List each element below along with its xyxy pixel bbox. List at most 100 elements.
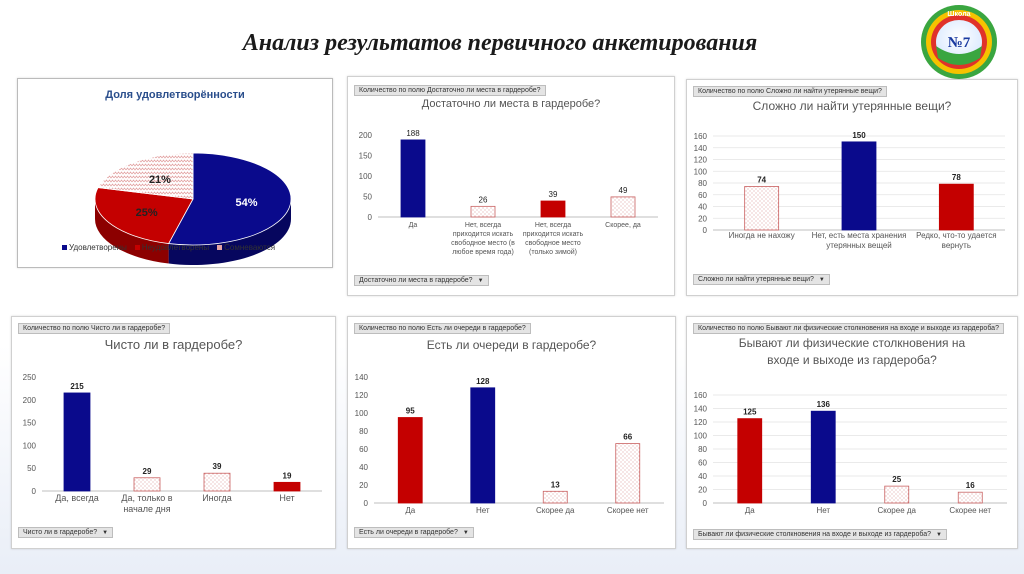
- y-tick-label: 20: [359, 481, 368, 490]
- pie-label-3: 21%: [149, 174, 171, 186]
- data-label: 19: [283, 471, 292, 480]
- x-category-label: Нет, всегда приходится искать свободное ме…: [523, 222, 584, 256]
- y-tick-label: 200: [23, 396, 37, 405]
- y-tick-label: 100: [694, 167, 708, 176]
- bar: [203, 472, 231, 492]
- bar-chart-svg: Бывают ли физические столкновения на вход…: [694, 336, 1007, 515]
- data-label: 26: [479, 195, 488, 204]
- pivot-field-header[interactable]: Количество по полю Есть ли очереди в гар…: [354, 323, 531, 334]
- y-tick-label: 120: [694, 418, 708, 427]
- data-label: 95: [406, 407, 415, 416]
- bar-chart-svg: Достаточно ли места в гардеробе? 0 50 100 15…: [359, 98, 658, 256]
- bar-chart-svg: Чисто ли в гардеробе? 0 50 100 150 200 250 215 Д…: [23, 337, 322, 514]
- chart-title-line: Бывают ли физические столкновения на: [739, 336, 966, 350]
- y-tick-label: 0: [32, 487, 37, 496]
- legend-label: Удовлетворены: [69, 243, 127, 252]
- pivot-field-header[interactable]: Количество по полю Достаточно ли места в…: [354, 85, 546, 96]
- y-tick-label: 120: [355, 391, 369, 400]
- filter-dropdown-label: Чисто ли в гардеробе?: [23, 529, 98, 536]
- pie-slice-side: [95, 199, 169, 264]
- chart-panel-clean: Количество по полю Чисто ли в гардеробе?…: [11, 316, 336, 549]
- data-label: 16: [966, 481, 975, 490]
- bar: [615, 443, 641, 504]
- y-tick-label: 250: [23, 373, 37, 382]
- filter-dropdown[interactable]: Бывают ли физические столкновения на вхо…: [693, 529, 947, 540]
- y-tick-label: 160: [694, 391, 708, 400]
- pie-chart: 54% 25% 21%: [94, 152, 292, 265]
- y-tick-label: 60: [359, 445, 368, 454]
- x-category-label: Скорее нет: [607, 506, 649, 515]
- y-tick-label: 0: [368, 213, 373, 222]
- pie-chart-panel: Доля удовлетворённости 54% 25% 21% Удовлет…: [17, 78, 333, 268]
- pivot-field-header[interactable]: Количество по полю Сложно ли найти утеря…: [693, 86, 887, 97]
- chart-title-line: входе и выходе из гардероба?: [767, 353, 937, 367]
- bar: [610, 196, 636, 218]
- pie-label-1: 54%: [235, 197, 257, 209]
- legend-swatch: [217, 245, 223, 250]
- pie-label-2: 25%: [136, 207, 158, 219]
- data-label: 39: [549, 190, 558, 199]
- chart-title: Сложно ли найти утерянные вещи?: [753, 99, 952, 113]
- bar-chart-svg: Есть ли очереди в гардеробе? 0 20 40 60 80 100…: [355, 338, 664, 515]
- data-label: 49: [619, 186, 628, 195]
- chevron-down-icon[interactable]: ▼: [935, 532, 942, 538]
- filter-dropdown[interactable]: Достаточно ли места в гардеробе? ▼: [354, 275, 489, 286]
- chevron-down-icon[interactable]: ▼: [477, 278, 484, 284]
- legend-swatch: [134, 245, 140, 250]
- legend-label: Сомневаются: [224, 243, 276, 252]
- y-tick-label: 200: [359, 131, 373, 140]
- y-tick-label: 40: [698, 203, 707, 212]
- filter-dropdown-label: Сложно ли найти утерянные вещи?: [698, 276, 814, 283]
- bar: [470, 205, 496, 218]
- bar: [400, 139, 426, 218]
- pie-title: Доля удовлетворённости: [105, 89, 245, 101]
- y-tick-label: 80: [698, 179, 707, 188]
- y-tick-label: 120: [694, 156, 708, 165]
- pie-slice-1: [167, 152, 292, 246]
- y-tick-label: 100: [694, 432, 708, 441]
- legend-item: Удовлетворены: [62, 243, 127, 252]
- y-tick-label: 140: [694, 144, 708, 153]
- data-label: 39: [213, 462, 222, 471]
- bar: [540, 200, 566, 218]
- bar: [957, 491, 983, 504]
- filter-dropdown[interactable]: Чисто ли в гардеробе? ▼: [18, 527, 114, 538]
- pie-slice-2: [94, 187, 194, 244]
- x-category-label: Нет, есть места хранения утерянных вещей: [812, 231, 907, 250]
- y-tick-label: 40: [359, 463, 368, 472]
- x-category-label: Нет: [816, 506, 830, 515]
- data-label: 66: [623, 433, 632, 442]
- y-tick-label: 50: [27, 464, 36, 473]
- x-category-label: Иногда: [202, 493, 232, 503]
- page-title: Анализ результатов первичного анкетирова…: [242, 30, 758, 56]
- data-label: 29: [143, 467, 152, 476]
- chart-panel-queues: Количество по полю Есть ли очереди в гар…: [347, 316, 676, 549]
- x-category-label: Скорее да: [877, 506, 916, 515]
- bar: [133, 477, 161, 492]
- y-tick-label: 20: [698, 214, 707, 223]
- bar: [841, 141, 877, 231]
- x-category-label: Иногда не нахожу: [729, 231, 795, 240]
- y-tick-label: 150: [359, 152, 373, 161]
- bar: [63, 392, 91, 492]
- y-tick-label: 40: [698, 472, 707, 481]
- y-tick-label: 20: [698, 486, 707, 495]
- chevron-down-icon[interactable]: ▼: [462, 530, 469, 536]
- pivot-field-header[interactable]: Количество по полю Бывают ли физические …: [693, 323, 1004, 334]
- chevron-down-icon[interactable]: ▼: [102, 530, 109, 536]
- x-category-label: Да, только в начале дня: [121, 493, 172, 514]
- filter-dropdown[interactable]: Есть ли очереди в гардеробе? ▼: [354, 527, 474, 538]
- chart-panel-lost-items: Количество по полю Сложно ли найти утеря…: [686, 79, 1018, 296]
- pivot-field-header[interactable]: Количество по полю Чисто ли в гардеробе?: [18, 323, 171, 334]
- y-tick-label: 0: [364, 499, 369, 508]
- bar-chart-svg: Сложно ли найти утерянные вещи? 0 20 40 60 80…: [694, 99, 1005, 250]
- x-category-label: Нет: [476, 506, 490, 515]
- y-tick-label: 100: [23, 441, 37, 450]
- filter-dropdown-label: Бывают ли физические столкновения на вхо…: [698, 531, 931, 538]
- y-tick-label: 160: [694, 132, 708, 141]
- x-category-label: Да: [405, 506, 415, 515]
- filter-dropdown[interactable]: Сложно ли найти утерянные вещи? ▼: [693, 274, 830, 285]
- data-label: 125: [743, 408, 757, 417]
- chevron-down-icon[interactable]: ▼: [818, 277, 825, 283]
- x-category-label: Да: [409, 222, 418, 229]
